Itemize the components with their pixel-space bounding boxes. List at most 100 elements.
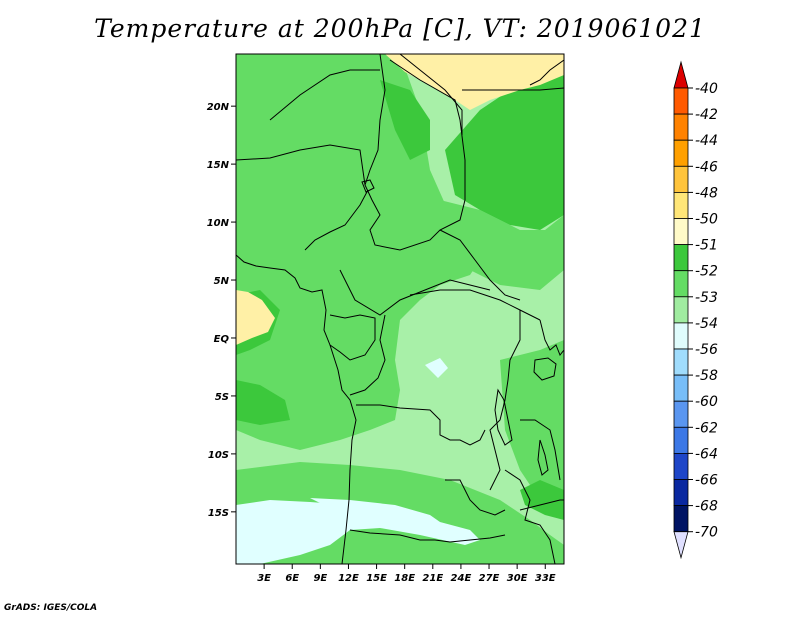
border-south-sudan-drc [409, 289, 541, 321]
grads-credit: GrADS: IGES/COLA [4, 603, 98, 613]
latitude-axis: 20N 15N 10N 5N EQ 5S 10S 15S [207, 102, 236, 519]
border-niger-north [269, 69, 380, 121]
lat-tick-label: 10N [207, 218, 230, 229]
fill-m51-band [236, 380, 290, 425]
lat-tick-label: 5S [215, 392, 229, 403]
border-gabon-congo [329, 314, 376, 361]
colorbar-bottom-arrow [673, 531, 689, 560]
colorbar-swatch [673, 505, 689, 533]
lon-tick-label: 33E [535, 573, 556, 584]
temperature-map: 20N 15N 10N 5N EQ 5S 10S 15S 3E 6E 9E 12E 15E 18E 21E… [207, 53, 565, 584]
lon-tick-label: 12E [338, 573, 359, 584]
colorbar-swatch [673, 218, 689, 246]
colorbar-label: -52 [695, 264, 718, 280]
colorbar-label: -53 [695, 290, 718, 306]
border-angola-zambia [445, 479, 506, 516]
lake-tanganyika [494, 388, 513, 446]
border-nigeria-cameroon [304, 189, 369, 251]
lake-victoria [533, 357, 557, 381]
colorbar-label: -44 [695, 133, 718, 149]
map-frame [235, 53, 565, 565]
colorbar-label: -56 [695, 342, 718, 358]
colorbar-label: -64 [695, 446, 718, 462]
border-drc-east [489, 310, 521, 491]
colorbar-label: -54 [695, 316, 718, 332]
colorbar-label: -42 [695, 107, 718, 123]
colorbar-label: -62 [695, 420, 718, 436]
fill-m54-patch-2 [425, 358, 448, 378]
lon-tick-label: 9E [313, 573, 327, 584]
lat-tick-label: 10S [208, 450, 229, 461]
lake-malawi [537, 439, 549, 476]
fill-m51-north-strip [380, 80, 430, 160]
colorbar-label: -70 [695, 525, 718, 541]
lon-tick-label: 15E [366, 573, 387, 584]
lake-chad [361, 179, 375, 193]
colorbar-swatch [673, 322, 689, 350]
colorbar-label: -68 [695, 499, 718, 515]
fill-m50-west [236, 290, 275, 345]
red-sea-coast [529, 59, 564, 86]
border-libya-egypt [399, 54, 463, 135]
colorbar-swatch [673, 348, 689, 376]
colorbar-swatch [673, 296, 689, 324]
colorbar-swatch [673, 191, 689, 219]
borders [236, 54, 564, 564]
colorbar-swatch [673, 479, 689, 507]
colorbar-label: -60 [695, 394, 718, 410]
colorbar-label: -48 [695, 185, 718, 201]
border-niger-nigeria [236, 144, 366, 186]
fill-m51-south-east [520, 480, 564, 520]
border-uganda-kenya [539, 319, 564, 356]
colorbar-swatch [673, 452, 689, 480]
colorbar-label: -58 [695, 368, 718, 384]
border-angola-namibia [349, 529, 506, 543]
lat-tick-label: 15S [208, 508, 229, 519]
colorbar-label: -50 [695, 212, 718, 228]
fill-m52-north-east [440, 200, 564, 290]
colorbar-swatch [673, 87, 689, 115]
fill-m51-north [445, 60, 564, 230]
lon-tick-label: 30E [507, 573, 528, 584]
lon-tick-label: 3E [257, 573, 271, 584]
fill-m52-east [500, 340, 564, 520]
lon-tick-label: 18E [394, 573, 415, 584]
border-tanzania [520, 419, 561, 481]
border-drc-angola [356, 404, 486, 446]
lat-tick-label: EQ [214, 334, 230, 345]
colorbar: -40 -42 -44 -46 -48 -50 -51 -52 -53 -54 -56 -58 -60 -… [673, 60, 718, 560]
border-chad [364, 54, 466, 251]
colorbar-swatch [673, 374, 689, 402]
colorbar-swatch [673, 244, 689, 272]
colorbar-swatch [673, 139, 689, 167]
border-car-sudan [439, 229, 521, 301]
colorbar-swatch [673, 113, 689, 141]
fill-m50-north [385, 54, 564, 110]
colorbar-label: -40 [695, 81, 718, 97]
lat-tick-label: 5N [214, 276, 230, 287]
fill-m54-south [236, 500, 480, 564]
border-egypt-sudan [462, 87, 564, 91]
colorbar-swatch [673, 426, 689, 454]
border-mozambique [519, 499, 564, 511]
lon-tick-label: 21E [422, 573, 443, 584]
colorbar-label: -66 [695, 473, 718, 489]
colorbar-swatch [673, 270, 689, 298]
map-title: Temperature at 200hPa [C], VT: 201906102… [94, 14, 706, 43]
longitude-axis: 3E 6E 9E 12E 15E 18E 21E 24E 27E 30E 33E [257, 564, 556, 584]
lat-tick-label: 15N [207, 160, 230, 171]
lon-tick-label: 6E [285, 573, 299, 584]
colorbar-swatch [673, 400, 689, 428]
border-zambia-east [504, 469, 556, 564]
colorbar-top-arrow [673, 60, 689, 89]
lon-tick-label: 24E [451, 573, 472, 584]
border-congo-drc [349, 314, 386, 396]
colorbar-label: -51 [695, 238, 718, 254]
lon-tick-label: 27E [479, 573, 500, 584]
colorbar-label: -46 [695, 159, 718, 175]
coastline-west [236, 254, 357, 564]
fill-m54-patch-1 [310, 498, 440, 522]
colorbar-swatch [673, 165, 689, 193]
lat-tick-label: 20N [207, 102, 230, 113]
